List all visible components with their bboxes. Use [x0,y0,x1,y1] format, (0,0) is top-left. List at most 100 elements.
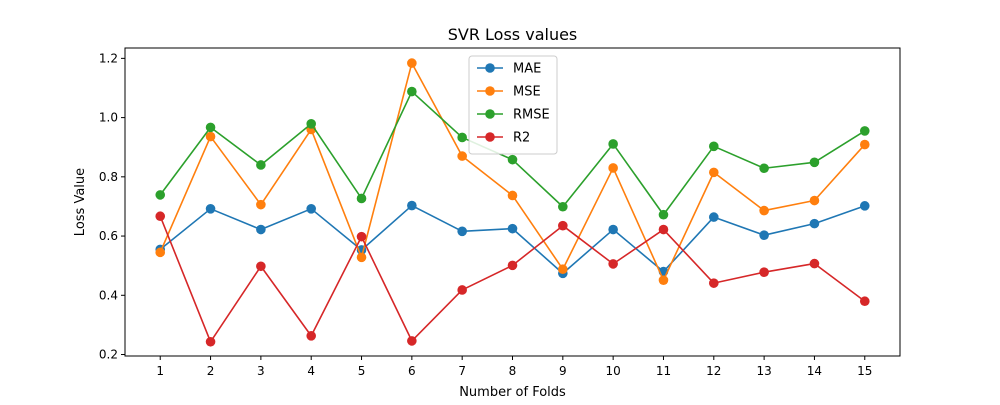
x-tick-label: 14 [807,364,822,378]
data-point-mae [708,212,719,222]
x-tick-label: 10 [606,364,621,378]
y-tick-label: 0.4 [99,288,118,302]
legend-item-mse: MSE [477,85,541,100]
data-point-r2 [507,260,518,271]
y-tick-label: 0.6 [99,229,118,243]
data-point-mae [809,218,820,229]
data-point-mae [859,201,870,211]
legend-label: R2 [513,131,530,146]
data-point-mae [507,223,518,234]
x-tick-label: 4 [307,364,315,378]
data-point-mae [608,224,618,235]
legend-swatch-marker [485,63,495,73]
data-point-r2 [809,258,820,269]
data-point-rmse [457,132,467,143]
x-axis-label: Number of Folds [459,385,566,400]
x-tick-label: 7 [458,364,466,378]
data-point-r2 [859,296,870,307]
legend: MAE MSE RMSE R2 [468,55,558,155]
data-point-r2 [708,278,719,288]
legend-label: RMSE [513,108,550,123]
x-tick-label: 1 [156,364,164,378]
data-point-mse [759,205,769,216]
legend-label: MAE [513,62,541,77]
x-tick-label: 11 [656,364,671,378]
data-point-mse [507,190,518,201]
data-point-mse [809,195,820,206]
data-point-rmse [356,193,367,204]
x-tick-label: 3 [257,364,265,378]
data-point-mae [407,200,417,211]
data-point-r2 [205,336,216,347]
data-point-rmse [708,141,719,152]
legend-swatch-marker [485,86,495,96]
y-tick-label: 1.2 [99,51,118,65]
data-point-mae [457,226,467,237]
data-point-r2 [155,211,166,222]
data-point-mse [457,151,467,161]
legend-item-mae: MAE [477,62,541,77]
data-point-r2 [759,267,769,277]
y-tick-label: 0.8 [99,170,118,184]
x-tick-label: 6 [408,364,416,378]
x-tick-label: 9 [559,364,567,378]
data-point-r2 [306,331,317,341]
data-point-rmse [507,154,518,165]
data-point-mse [205,131,216,142]
series-r2 [155,211,870,347]
data-point-mse [859,139,870,150]
x-tick-label: 12 [706,364,721,378]
legend-label: MSE [513,85,541,100]
plot-area [155,58,870,347]
x-tick-label: 2 [207,364,215,378]
data-point-rmse [256,160,266,170]
data-point-mse [708,167,719,178]
data-point-r2 [608,259,618,269]
data-point-r2 [407,336,417,346]
data-point-rmse [407,86,417,97]
data-point-mse [356,252,367,263]
data-point-rmse [809,157,820,168]
data-point-r2 [356,231,367,242]
data-point-mse [155,247,166,258]
series-mse [155,58,870,285]
data-point-rmse [658,209,669,220]
data-point-mse [558,264,568,275]
data-point-rmse [558,201,568,212]
data-point-rmse [306,119,317,129]
data-point-mse [407,58,417,68]
data-point-rmse [608,139,618,149]
data-point-mse [608,163,618,173]
data-point-r2 [658,224,669,235]
data-point-mae [759,230,769,240]
data-point-r2 [457,285,467,295]
data-point-r2 [256,261,266,272]
y-tick-label: 0.2 [99,348,118,362]
x-tick-label: 15 [857,364,872,378]
data-point-mse [256,199,266,210]
legend-swatch-marker [485,109,495,119]
series-rmse [155,86,870,220]
x-tick-label: 8 [509,364,517,378]
y-axis: 0.2 0.4 0.6 0.8 1.0 1.2 [99,51,125,362]
data-point-mae [205,204,216,214]
legend-box [468,55,558,155]
x-tick-label: 13 [756,364,771,378]
data-point-mse [658,275,669,285]
legend-item-rmse: RMSE [477,108,550,123]
y-tick-label: 1.0 [99,111,118,125]
y-axis-label: Loss Value [73,168,88,236]
x-tick-label: 5 [358,364,366,378]
data-point-rmse [205,122,216,133]
legend-item-r2: R2 [477,131,530,146]
legend-swatch-marker [485,132,495,142]
x-axis: 1 2 3 4 5 6 7 8 9 10 11 12 13 14 15 [156,356,872,378]
chart-title: SVR Loss values [448,25,578,44]
data-point-rmse [155,190,166,200]
data-point-rmse [759,163,769,174]
data-point-mae [306,204,317,214]
data-point-r2 [558,220,568,231]
data-point-rmse [859,126,870,136]
data-point-mae [256,224,266,235]
